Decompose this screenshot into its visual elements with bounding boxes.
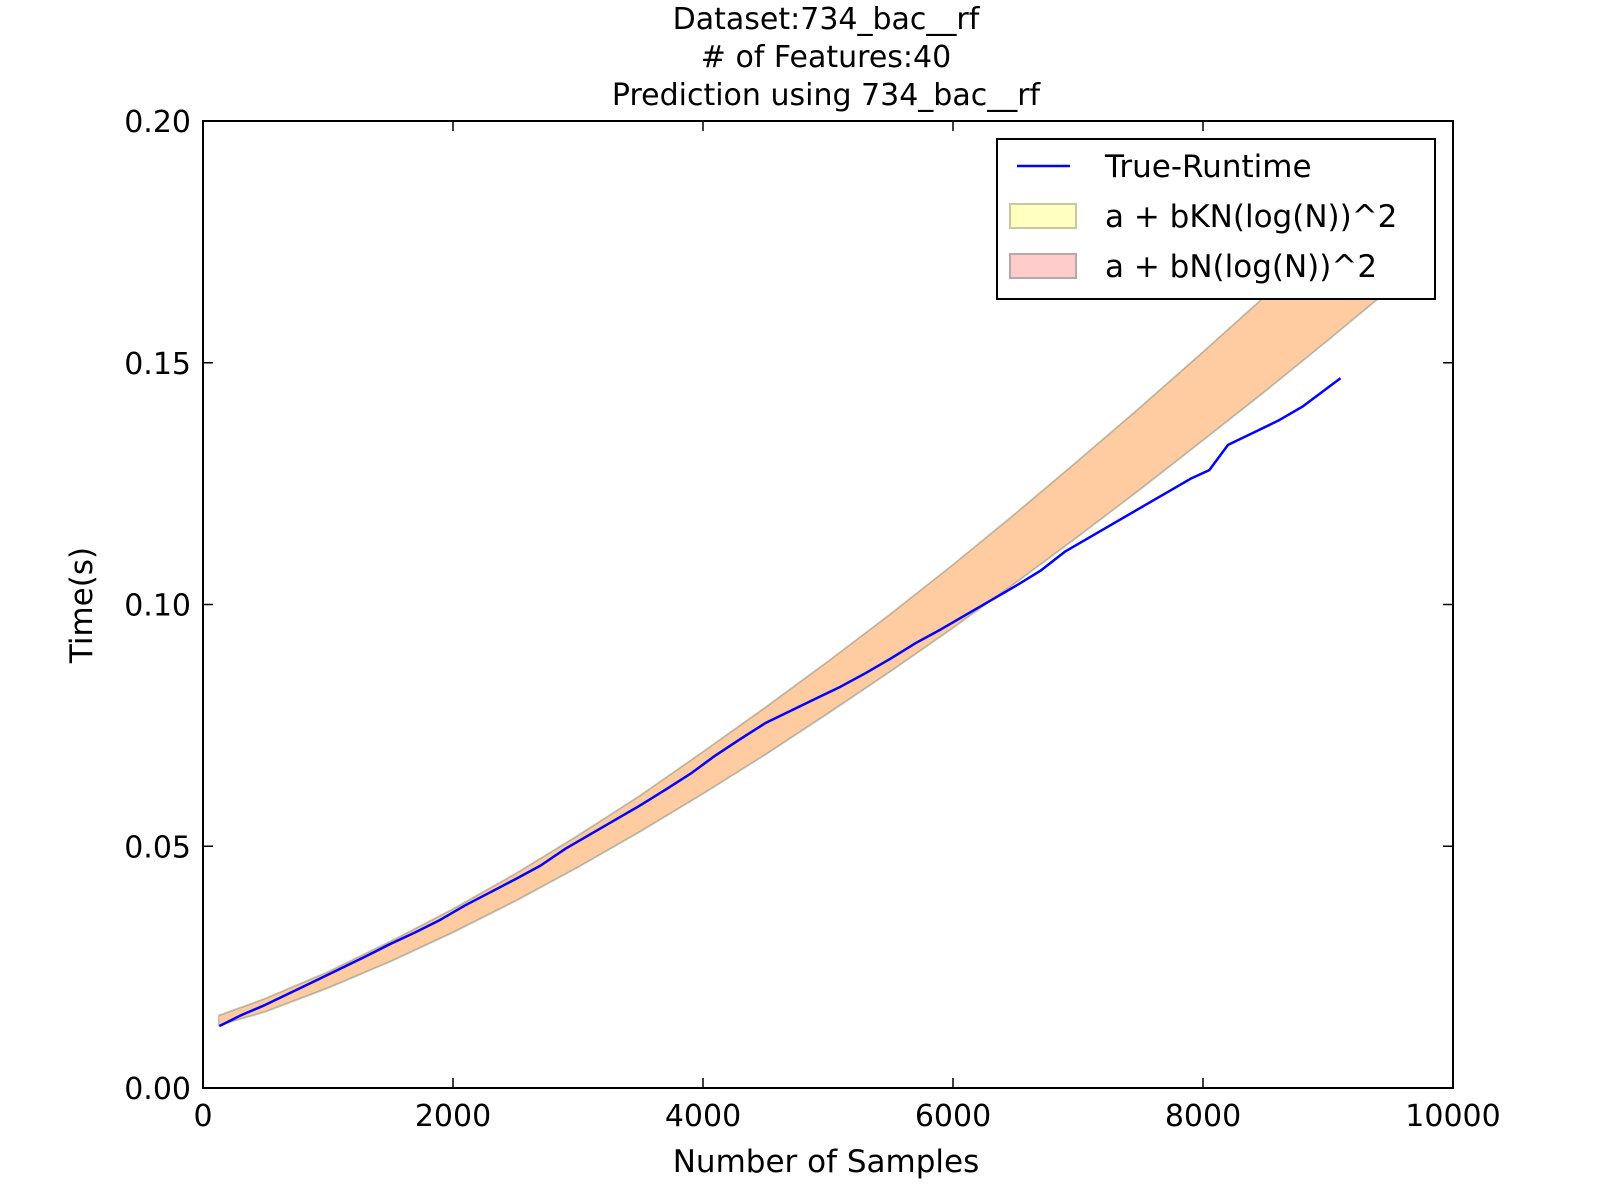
x-tick-label: 10000 <box>1405 1099 1500 1134</box>
chart-title: Dataset:734_bac__rf # of Features:40 Pre… <box>612 2 1042 113</box>
y-tick-label: 0.15 <box>124 347 191 382</box>
title-line-3: Prediction using 734_bac__rf <box>612 78 1042 113</box>
legend-swatch-bn <box>1009 253 1077 279</box>
x-axis-ticks: 0 2000 4000 6000 8000 10000 <box>193 121 1501 1134</box>
y-tick-label: 0.20 <box>124 105 191 140</box>
legend-swatch-bkn <box>1009 203 1077 229</box>
title-line-2: # of Features:40 <box>701 40 951 75</box>
y-axis-label: Time(s) <box>64 547 100 664</box>
x-tick-label: 6000 <box>915 1099 991 1134</box>
y-tick-label: 0.00 <box>124 1072 191 1107</box>
line-true-runtime <box>218 377 1342 1028</box>
runtime-lines <box>218 377 1342 1028</box>
x-tick-label: 2000 <box>415 1099 491 1134</box>
x-tick-label: 4000 <box>665 1099 741 1134</box>
x-axis-label: Number of Samples <box>673 1144 980 1180</box>
legend-label-bn: a + bN(log(N))^2 <box>1105 249 1377 285</box>
title-line-1: Dataset:734_bac__rf <box>673 2 981 37</box>
legend: True-Runtime a + bKN(log(N))^2 a + bN(lo… <box>996 138 1436 300</box>
x-tick-label: 0 <box>193 1099 212 1134</box>
x-tick-label: 8000 <box>1165 1099 1241 1134</box>
legend-label-true-runtime: True-Runtime <box>1104 149 1312 185</box>
y-tick-label: 0.10 <box>124 589 191 624</box>
y-axis-ticks: 0.00 0.05 0.10 0.15 0.20 <box>124 105 1453 1107</box>
legend-label-bkn: a + bKN(log(N))^2 <box>1105 199 1397 235</box>
y-tick-label: 0.05 <box>124 830 191 865</box>
